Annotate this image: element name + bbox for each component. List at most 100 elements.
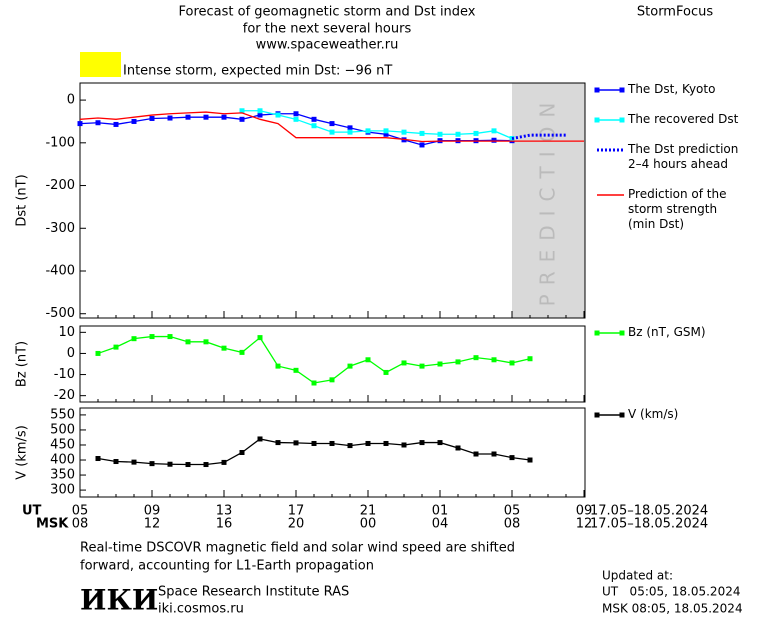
- y-tick-label: 10: [58, 325, 75, 340]
- point: [491, 128, 497, 134]
- point: [401, 360, 407, 366]
- updated-msk: MSK 08:05, 18.05.2024: [602, 602, 743, 616]
- point: [185, 339, 191, 345]
- point: [383, 131, 389, 137]
- subtitle: for the next several hours: [243, 22, 412, 37]
- updated-ut: UT 05:05, 18.05.2024: [602, 585, 740, 599]
- point: [329, 377, 335, 383]
- point: [383, 440, 389, 446]
- point: [527, 356, 533, 362]
- legend-entry: The Dst prediction 2–4 hours ahead: [628, 142, 739, 171]
- y-tick-label: -100: [45, 135, 75, 150]
- legend-swatch: [619, 117, 625, 123]
- point: [383, 128, 389, 134]
- point: [239, 108, 245, 114]
- point: [329, 440, 335, 446]
- point: [257, 436, 263, 442]
- legend-entry: Bz (nT, GSM): [628, 325, 706, 339]
- point: [491, 137, 497, 143]
- point: [149, 461, 155, 467]
- point: [311, 123, 317, 129]
- legend-entry: Prediction of the storm strength (min Ds…: [628, 187, 727, 231]
- y-tick-label: -10: [54, 367, 75, 382]
- y-axis-title: Dst (nT): [15, 174, 30, 226]
- point: [167, 115, 173, 121]
- y-tick-label: 450: [50, 437, 75, 452]
- point: [329, 121, 335, 127]
- x-tick-label: 12: [144, 517, 161, 532]
- point: [293, 367, 299, 373]
- point: [293, 111, 299, 117]
- legend-swatch: [594, 330, 600, 336]
- point: [221, 459, 227, 465]
- logo: ИКИ: [80, 584, 158, 617]
- series-line: [242, 110, 513, 140]
- x-tick-label: 16: [216, 517, 233, 532]
- point: [491, 451, 497, 457]
- point: [257, 108, 263, 114]
- legend-entry: The recovered Dst: [628, 112, 739, 126]
- x-tick-label: 01: [432, 504, 449, 519]
- point: [455, 445, 461, 451]
- series-line: [79, 111, 584, 143]
- point: [347, 363, 353, 369]
- point: [383, 369, 389, 375]
- x-tick-label: 08: [72, 517, 89, 532]
- point: [473, 130, 479, 136]
- point: [167, 461, 173, 467]
- point: [509, 455, 515, 461]
- point: [473, 451, 479, 457]
- site-url: www.spaceweather.ru: [256, 38, 399, 53]
- x-tick-label: 00: [360, 517, 377, 532]
- x-tick-label: 12: [576, 517, 593, 532]
- y-tick-label: -20: [54, 388, 75, 403]
- plot-frame: [79, 407, 586, 498]
- point: [77, 121, 83, 127]
- point: [311, 440, 317, 446]
- y-tick-label: 350: [50, 468, 75, 483]
- point: [149, 334, 155, 340]
- alert-swatch: [80, 52, 121, 77]
- point: [437, 131, 443, 137]
- legend-swatch: [619, 330, 625, 336]
- point: [509, 360, 515, 366]
- legend-swatch: [594, 87, 600, 93]
- point: [329, 129, 335, 135]
- x-tick-label: 21: [360, 504, 377, 519]
- point: [275, 363, 281, 369]
- point: [365, 357, 371, 363]
- updated-label: Updated at:: [602, 569, 673, 583]
- point: [419, 142, 425, 148]
- point: [365, 128, 371, 134]
- y-tick-label: 0: [67, 346, 75, 361]
- y-tick-label: -200: [45, 178, 75, 193]
- point: [95, 350, 101, 356]
- point: [257, 335, 263, 341]
- point: [365, 440, 371, 446]
- y-tick-label: 0: [67, 93, 75, 108]
- point: [221, 114, 227, 120]
- series-line: [511, 133, 566, 141]
- legend-entry: V (km/s): [628, 407, 679, 421]
- legend-swatch: [594, 412, 600, 418]
- point: [419, 363, 425, 369]
- y-tick-label: 550: [50, 407, 75, 422]
- point: [95, 120, 101, 126]
- point: [113, 344, 119, 350]
- note: Real-time DSCOVR magnetic field and sola…: [80, 541, 515, 556]
- point: [113, 459, 119, 465]
- alert: Intense storm, expected min Dst: −96 nT: [123, 64, 392, 79]
- x-tick-label: 20: [288, 517, 305, 532]
- legend-entry: The Dst, Kyoto: [628, 82, 716, 96]
- y-tick-label: 300: [50, 483, 75, 498]
- prediction-shade: [512, 83, 585, 318]
- point: [347, 125, 353, 131]
- point: [167, 334, 173, 340]
- point: [293, 440, 299, 446]
- x-tick-label: 04: [432, 517, 449, 532]
- msk-dates: 17.05–18.05.2024: [590, 517, 708, 532]
- x-tick-label: 09: [144, 504, 161, 519]
- series-line: [97, 335, 531, 384]
- prediction-label: PREDICTION: [536, 94, 560, 307]
